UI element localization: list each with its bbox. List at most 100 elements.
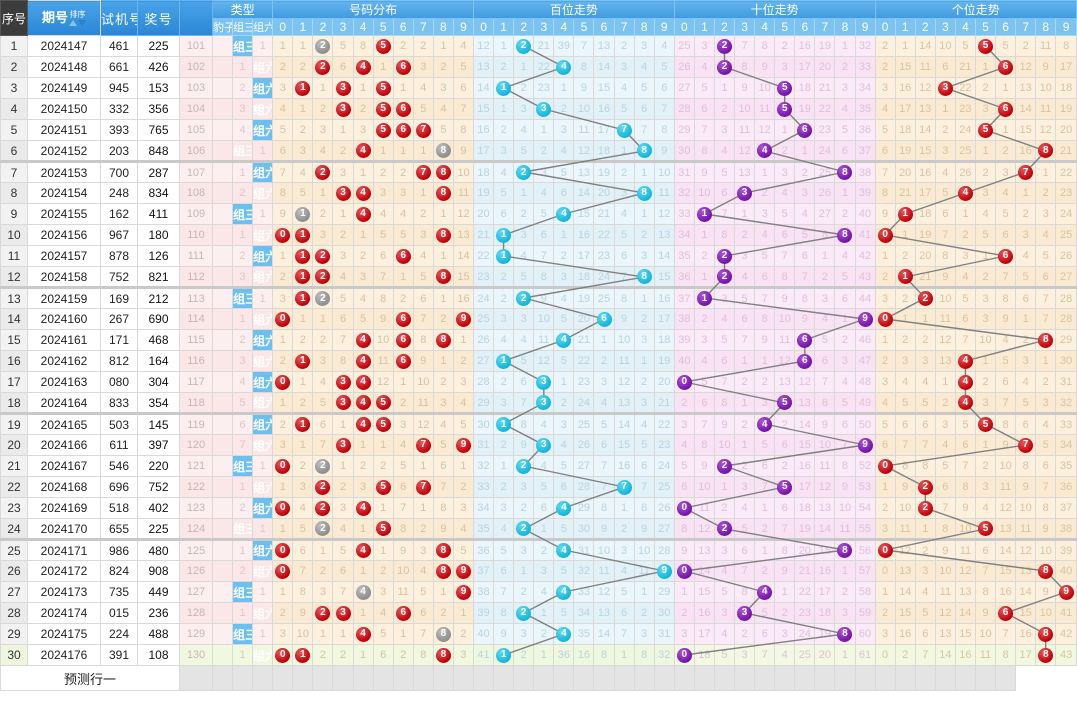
prediction-cell-34[interactable] — [874, 665, 896, 691]
cell-issue[interactable]: 2024176 — [27, 644, 101, 666]
table-row[interactable]: 1920241655031451196组六2161453124530184325… — [0, 412, 1077, 435]
prediction-cell-17[interactable] — [533, 665, 555, 691]
table-row[interactable]: 3020241763911081301组六0122162883411213616… — [0, 644, 1077, 666]
cell-issue[interactable]: 2024158 — [27, 266, 101, 288]
table-row[interactable]: 820241542488341082组六85134331811195146142… — [0, 182, 1077, 204]
prediction-cell-22[interactable] — [633, 665, 655, 691]
table-row[interactable]: 1620241628121641163组六2138411691227151252… — [0, 350, 1077, 372]
sort-desc-icon[interactable] — [78, 19, 86, 26]
table-row[interactable]: 520241513937651054组六52313567581624131117… — [0, 119, 1077, 141]
table-row[interactable]: 1420241602676901141组六0116596729253310520… — [0, 308, 1077, 330]
cell-issue[interactable]: 2024161 — [27, 329, 101, 351]
table-row[interactable]: 220241486614261021组六22264163251321224814… — [0, 56, 1077, 78]
cell-issue[interactable]: 2024173 — [27, 581, 101, 603]
prediction-cell-30[interactable] — [794, 665, 816, 691]
cell-issue[interactable]: 2024157 — [27, 245, 101, 267]
prediction-label[interactable]: 预测行一 — [0, 665, 180, 691]
col-header-award[interactable]: 奖号 — [137, 0, 180, 36]
cell-issue[interactable]: 2024175 — [27, 623, 101, 645]
prediction-cell-15[interactable] — [493, 665, 515, 691]
sort-control[interactable]: 排序 — [69, 10, 86, 26]
prediction-cell-13[interactable] — [452, 665, 475, 691]
prediction-cell-37[interactable] — [934, 665, 956, 691]
prediction-cell-3[interactable] — [252, 665, 274, 691]
cell-issue[interactable]: 2024151 — [27, 119, 101, 141]
prediction-cell-2[interactable] — [232, 665, 254, 691]
prediction-cell-4[interactable] — [272, 665, 294, 691]
table-row[interactable]: 320241499451531032组六31131514361412231915… — [0, 77, 1077, 99]
cell-issue[interactable]: 2024153 — [27, 160, 101, 183]
prediction-cell-40[interactable] — [995, 665, 1017, 691]
prediction-cell-29[interactable] — [774, 665, 796, 691]
table-row[interactable]: 292024175224488129组三13101145178240932435… — [0, 623, 1077, 645]
table-row[interactable]: 2220241686967521221组六1322356772332356287… — [0, 476, 1077, 498]
cell-issue[interactable]: 2024162 — [27, 350, 101, 372]
cell-issue[interactable]: 2024170 — [27, 518, 101, 540]
cell-issue[interactable]: 2024164 — [27, 392, 101, 414]
cell-issue[interactable]: 2024167 — [27, 455, 101, 477]
prediction-cell-27[interactable] — [734, 665, 756, 691]
cell-issue[interactable]: 2024152 — [27, 140, 101, 162]
prediction-cell-1[interactable] — [211, 665, 234, 691]
table-row[interactable]: 420241503323561043组六41232565471513321016… — [0, 98, 1077, 120]
cell-issue[interactable]: 2024166 — [27, 434, 101, 456]
cell-issue[interactable]: 2024174 — [27, 602, 101, 624]
table-row[interactable]: 1220241587528211123组六2124371581523258318… — [0, 266, 1077, 288]
cell-issue[interactable]: 2024165 — [27, 412, 101, 435]
prediction-cell-31[interactable] — [814, 665, 836, 691]
cell-issue[interactable]: 2024159 — [27, 286, 101, 309]
prediction-cell-25[interactable] — [693, 665, 715, 691]
prediction-cell-38[interactable] — [954, 665, 976, 691]
cell-issue[interactable]: 2024169 — [27, 497, 101, 519]
prediction-cell-12[interactable] — [432, 665, 454, 691]
table-row[interactable]: 2520241719864801251组六0615419385365324311… — [0, 538, 1077, 561]
prediction-cell-36[interactable] — [914, 665, 936, 691]
col-header-issue[interactable]: 期号 排序 — [27, 0, 101, 36]
prediction-cell-32[interactable] — [834, 665, 856, 691]
table-row[interactable]: 2820241740152361281组六2923146621398215341… — [0, 602, 1077, 624]
prediction-cell-6[interactable] — [312, 665, 334, 691]
cell-issue[interactable]: 2024150 — [27, 98, 101, 120]
cell-issue[interactable]: 2024160 — [27, 308, 101, 330]
sort-arrows[interactable] — [69, 19, 86, 26]
prediction-cell-21[interactable] — [613, 665, 635, 691]
prediction-cell-14[interactable] — [473, 665, 495, 691]
table-row[interactable]: 1720241630803041174组六0143412110232826312… — [0, 371, 1077, 393]
prediction-cell-16[interactable] — [513, 665, 535, 691]
cell-issue[interactable]: 2024171 — [27, 538, 101, 561]
prediction-cell-8[interactable] — [352, 665, 374, 691]
prediction-cell-39[interactable] — [974, 665, 997, 691]
sort-asc-icon[interactable] — [69, 19, 77, 26]
table-row[interactable]: 242024170655225124组三11524158294354215309… — [0, 518, 1077, 540]
table-row[interactable]: 12024147461225101组三111258522141212213971… — [0, 35, 1077, 57]
table-row[interactable]: 212024167546220121组三10221225161321245277… — [0, 455, 1077, 477]
prediction-cell-10[interactable] — [392, 665, 414, 691]
prediction-cell-7[interactable] — [332, 665, 354, 691]
prediction-cell-0[interactable] — [179, 665, 213, 691]
table-row[interactable]: 2620241728249081262组六0726121048937613532… — [0, 560, 1077, 582]
table-row[interactable]: 1820241648333541185组六1253452113429373224… — [0, 392, 1077, 414]
cell-issue[interactable]: 2024168 — [27, 476, 101, 498]
prediction-cell-24[interactable] — [673, 665, 695, 691]
table-row[interactable]: 2020241666113971207组六3173114759312934266… — [0, 434, 1077, 456]
cell-issue[interactable]: 2024154 — [27, 182, 101, 204]
table-row[interactable]: 720241537002871071组六74231227810184235131… — [0, 160, 1077, 183]
table-row[interactable]: 132024159169212113组三13125482611624229419… — [0, 286, 1077, 309]
table-row[interactable]: 272024173735449127组三11837431151938724433… — [0, 581, 1077, 603]
prediction-cell-19[interactable] — [573, 665, 595, 691]
table-row[interactable]: 1120241578781261112组六1123266411422147217… — [0, 245, 1077, 267]
prediction-cell-5[interactable] — [292, 665, 314, 691]
cell-issue[interactable]: 2024156 — [27, 224, 101, 246]
prediction-cell-33[interactable] — [854, 665, 876, 691]
cell-issue[interactable]: 2024147 — [27, 35, 101, 57]
table-row[interactable]: 92024155162411109组三191214442112206254152… — [0, 203, 1077, 225]
cell-issue[interactable]: 2024163 — [27, 371, 101, 393]
table-row[interactable]: 1520241611714681152组六1227410688126441142… — [0, 329, 1077, 351]
col-header-testnum[interactable]: 试机号 — [100, 0, 138, 36]
table-row[interactable]: 1020241569671801101组六0132155381321136116… — [0, 224, 1077, 246]
cell-issue[interactable]: 2024149 — [27, 77, 101, 99]
cell-issue[interactable]: 2024148 — [27, 56, 101, 78]
prediction-cell-35[interactable] — [894, 665, 916, 691]
cell-issue[interactable]: 2024172 — [27, 560, 101, 582]
prediction-cell-11[interactable] — [412, 665, 434, 691]
